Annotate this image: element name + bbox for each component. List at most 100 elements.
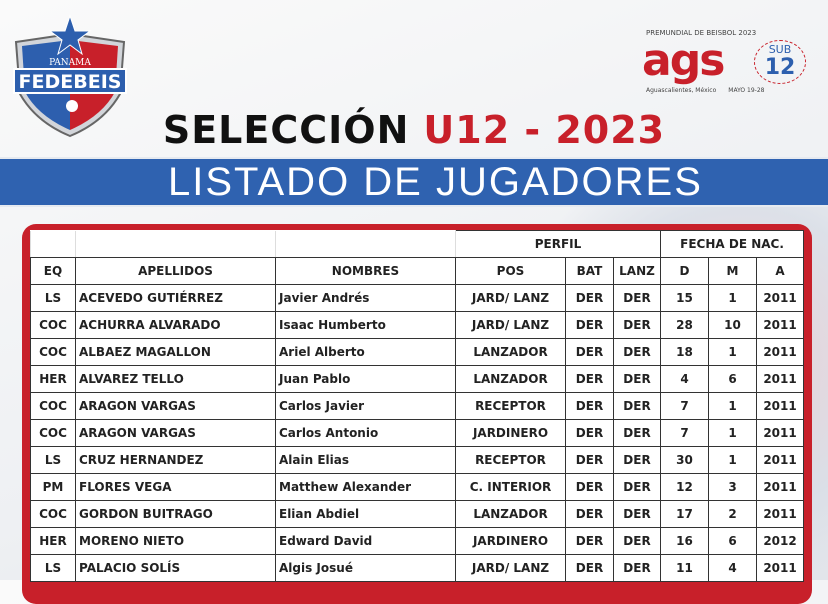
cell-lanz: DER (612, 392, 662, 420)
cell-pos: JARD/ LANZ (455, 554, 566, 582)
cell-ano: 2011 (756, 338, 805, 366)
cell-apellidos: ALVAREZ TELLO (75, 365, 276, 393)
cell-lanz: DER (612, 527, 662, 555)
cell-bat: DER (565, 392, 614, 420)
title-seleccion: SELECCIÓN (162, 108, 410, 152)
cell-apellidos: CRUZ HERNANDEZ (75, 446, 276, 474)
page-title: SELECCIÓN U12 - 2023 (0, 108, 828, 152)
logo-left-name: FEDEBEIS (19, 71, 122, 93)
group-header-row: PERFIL FECHA DE NAC. (30, 230, 805, 258)
cell-team: COC (30, 311, 76, 339)
table-row: COC ACHURRA ALVARADO Isaac Humberto JARD/ L… (30, 311, 805, 339)
table-row: LS ACEVEDO GUTIÉRREZ Javier Andrés JARD/ LA… (30, 284, 805, 312)
cell-bat: DER (565, 500, 614, 528)
cell-nombres: Juan Pablo (275, 365, 456, 393)
title-year: U12 - 2023 (423, 108, 666, 152)
cell-dia: 12 (660, 473, 710, 501)
cell-bat: DER (565, 311, 614, 339)
cell-ano: 2011 (756, 473, 805, 501)
cell-ano: 2011 (756, 446, 805, 474)
cell-mes: 2 (708, 500, 758, 528)
cell-apellidos: ACEVEDO GUTIÉRREZ (75, 284, 276, 312)
cell-team: COC (30, 500, 76, 528)
cell-dia: 30 (660, 446, 710, 474)
cell-ano: 2011 (756, 392, 805, 420)
column-header-pos: POS (455, 257, 566, 285)
cell-dia: 28 (660, 311, 710, 339)
cell-pos: JARDINERO (455, 527, 566, 555)
cell-team: LS (30, 554, 76, 582)
cell-team: COC (30, 338, 76, 366)
column-header-row: EQ APELLIDOS NOMBRES POS BAT LANZ D M A (30, 257, 805, 285)
cell-pos: LANZADOR (455, 338, 566, 366)
cell-bat: DER (565, 284, 614, 312)
table-row: COC ALBAEZ MAGALLON Ariel Alberto LANZADOR D… (30, 338, 805, 366)
column-header-lanz: LANZ (612, 257, 662, 285)
cell-bat: DER (565, 419, 614, 447)
logo-right-top-text: PREMUNDIAL DE BEISBOL 2023 (646, 29, 757, 37)
cell-apellidos: PALACIO SOLÍS (75, 554, 276, 582)
column-header-apellidos: APELLIDOS (75, 257, 276, 285)
cell-ano: 2011 (756, 284, 805, 312)
table-row: HER ALVAREZ TELLO Juan Pablo LANZADOR DER DER… (30, 365, 805, 393)
cell-pos: LANZADOR (455, 365, 566, 393)
cell-mes: 6 (708, 527, 758, 555)
logo-right-sub: SUB (768, 43, 792, 56)
column-header-m: M (708, 257, 758, 285)
table-row: COC ARAGON VARGAS Carlos Javier RECEPTOR DER… (30, 392, 805, 420)
banner: LISTADO DE JUGADORES (0, 157, 828, 207)
cell-lanz: DER (612, 311, 662, 339)
table-row: COC ARAGON VARGAS Carlos Antonio JARDINERO D… (30, 419, 805, 447)
cell-mes: 1 (708, 446, 758, 474)
cell-nombres: Algis Josué (275, 554, 456, 582)
cell-team: LS (30, 284, 76, 312)
cell-bat: DER (565, 554, 614, 582)
cell-nombres: Elian Abdiel (275, 500, 456, 528)
column-header-bat: BAT (565, 257, 614, 285)
cell-dia: 11 (660, 554, 710, 582)
cell-ano: 2011 (756, 419, 805, 447)
cell-ano: 2011 (756, 311, 805, 339)
cell-lanz: DER (612, 419, 662, 447)
cell-dia: 4 (660, 365, 710, 393)
cell-mes: 1 (708, 419, 758, 447)
table-row: LS PALACIO SOLÍS Algis Josué JARD/ LANZ DER D… (30, 554, 805, 582)
cell-nombres: Carlos Javier (275, 392, 456, 420)
cell-mes: 4 (708, 554, 758, 582)
table-row: PM FLORES VEGA Matthew Alexander C. INTERIO… (30, 473, 805, 501)
players-table-frame: PERFIL FECHA DE NAC. EQ APELLIDOS NOMBRES P… (22, 224, 812, 604)
cell-team: LS (30, 446, 76, 474)
cell-mes: 6 (708, 365, 758, 393)
logo-right-badge: SUB 12 (754, 40, 806, 84)
cell-apellidos: MORENO NIETO (75, 527, 276, 555)
cell-nombres: Alain Elias (275, 446, 456, 474)
cell-dia: 7 (660, 419, 710, 447)
table-row: HER MORENO NIETO Edward David JARDINERO DER D… (30, 527, 805, 555)
header-blank (75, 230, 276, 258)
cell-bat: DER (565, 527, 614, 555)
cell-dia: 18 (660, 338, 710, 366)
column-header-a: A (756, 257, 805, 285)
cell-mes: 3 (708, 473, 758, 501)
cell-nombres: Carlos Antonio (275, 419, 456, 447)
logo-right-dates: MAYO 19-28 (728, 87, 765, 94)
cell-dia: 7 (660, 392, 710, 420)
table-row: LS CRUZ HERNANDEZ Alain Elias RECEPTOR DER DE… (30, 446, 805, 474)
cell-lanz: DER (612, 554, 662, 582)
group-header-fecha: FECHA DE NAC. (660, 230, 805, 258)
group-header-perfil: PERFIL (454, 230, 662, 258)
cell-apellidos: ARAGON VARGAS (75, 392, 276, 420)
cell-lanz: DER (612, 500, 662, 528)
cell-mes: 1 (708, 392, 758, 420)
cell-apellidos: ACHURRA ALVARADO (75, 311, 276, 339)
cell-ano: 2012 (756, 527, 805, 555)
logo-left-top-text: PANAMA (49, 58, 91, 68)
cell-team: PM (30, 473, 76, 501)
cell-nombres: Matthew Alexander (275, 473, 456, 501)
cell-lanz: DER (612, 365, 662, 393)
banner-text: LISTADO DE JUGADORES (168, 160, 703, 204)
cell-team: COC (30, 392, 76, 420)
cell-ano: 2011 (756, 554, 805, 582)
cell-apellidos: GORDON BUITRAGO (75, 500, 276, 528)
cell-ano: 2011 (756, 365, 805, 393)
